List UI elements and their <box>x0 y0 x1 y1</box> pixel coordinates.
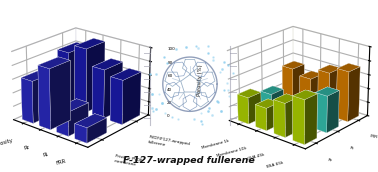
Point <box>225 88 231 91</box>
Point <box>221 88 227 91</box>
Point <box>156 93 162 96</box>
Point <box>150 110 156 112</box>
Ellipse shape <box>178 69 189 78</box>
Point <box>218 109 224 112</box>
Point <box>229 72 235 74</box>
Point <box>174 48 180 51</box>
Point <box>147 72 153 75</box>
Point <box>161 56 167 59</box>
Point <box>153 72 159 75</box>
Point <box>175 117 181 120</box>
Point <box>159 101 165 104</box>
Point <box>225 63 231 66</box>
Point <box>210 56 216 59</box>
Point <box>209 113 215 116</box>
Point <box>169 115 175 118</box>
Point <box>204 45 211 48</box>
Point <box>215 101 221 103</box>
Point <box>214 100 220 103</box>
Point <box>183 45 189 48</box>
Point <box>198 120 204 122</box>
Point <box>164 62 170 65</box>
Point <box>193 44 199 47</box>
Point <box>198 111 204 114</box>
Point <box>219 68 225 71</box>
Point <box>210 59 216 61</box>
Point <box>226 94 232 97</box>
Point <box>149 107 155 110</box>
Point <box>191 117 197 120</box>
Point <box>199 122 205 125</box>
Point <box>205 110 211 112</box>
Point <box>153 107 159 110</box>
Point <box>205 51 211 54</box>
Point <box>206 107 212 109</box>
Point <box>222 60 228 63</box>
Point <box>223 81 229 84</box>
Point <box>161 111 167 114</box>
Point <box>217 70 223 73</box>
Point <box>195 47 201 49</box>
Text: F-127-wrapped fullerene: F-127-wrapped fullerene <box>123 156 255 165</box>
Point <box>149 93 155 96</box>
